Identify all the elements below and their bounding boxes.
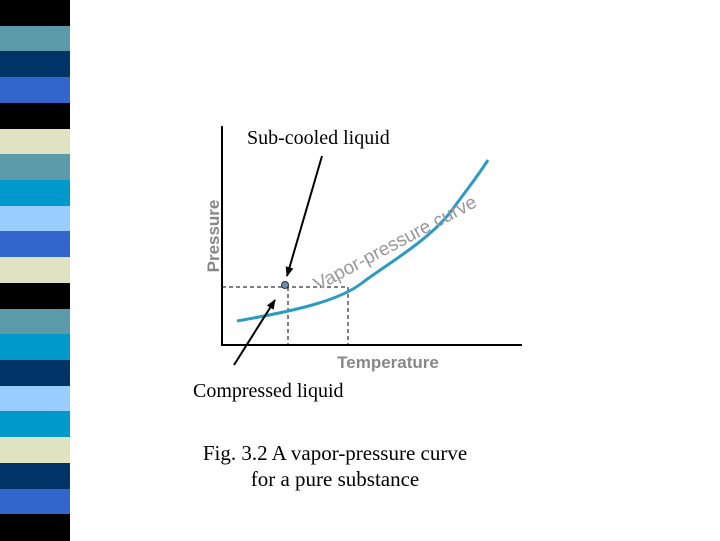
stripe-block	[0, 334, 70, 361]
figure-caption: Fig. 3.2 A vapor-pressure curve for a pu…	[175, 440, 495, 492]
sub-cooled-label: Sub-cooled liquid	[247, 127, 390, 149]
stripe-block	[0, 180, 70, 207]
stripe-block	[0, 308, 70, 336]
stripe-block	[0, 411, 70, 439]
compressed-arrow	[233, 299, 276, 366]
stripe-block	[0, 0, 70, 27]
stripe-block	[0, 257, 70, 284]
stripe-block	[0, 102, 70, 130]
state-point	[281, 281, 289, 289]
compressed-label: Compressed liquid	[193, 380, 344, 402]
x-axis-label: Temperature	[337, 353, 439, 372]
stripe-block	[0, 51, 70, 79]
stripe-block	[0, 154, 70, 181]
stripe-block	[0, 128, 70, 156]
curve-label: Vapor-pressure curve	[310, 192, 480, 296]
caption-line-2: for a pure substance	[250, 467, 420, 491]
stripe-block	[0, 282, 70, 310]
stripe-block	[0, 488, 70, 516]
stripe-block	[0, 437, 70, 464]
stripe-block	[0, 77, 70, 104]
stripe-block	[0, 205, 70, 233]
stripe-block	[0, 514, 70, 541]
vapor-pressure-curve	[236, 159, 490, 323]
stripe-block	[0, 25, 70, 53]
stripe-block	[0, 462, 70, 490]
caption-line-1: Fig. 3.2 A vapor-pressure curve	[202, 441, 468, 465]
y-axis-label: Pressure	[204, 200, 223, 273]
sub-cooled-arrow	[285, 155, 323, 277]
decorative-stripe	[0, 0, 70, 541]
stripe-block	[0, 385, 70, 413]
stripe-block	[0, 231, 70, 259]
stripe-block	[0, 360, 70, 387]
